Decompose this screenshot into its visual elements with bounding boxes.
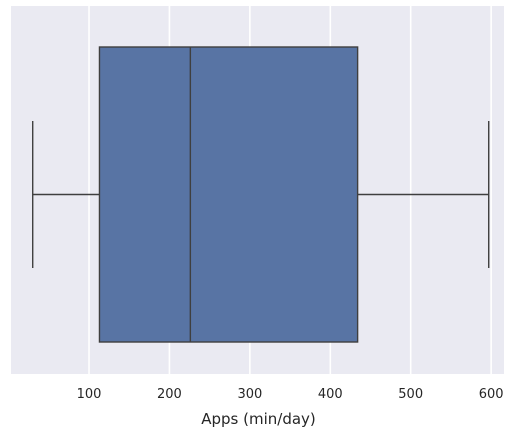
x-tick-label-400: 400 xyxy=(318,387,343,402)
box-group xyxy=(32,46,490,343)
x-tick-labels: 100 200 300 400 500 600 xyxy=(77,387,504,402)
x-tick-label-200: 200 xyxy=(157,387,182,402)
x-tick-label-300: 300 xyxy=(237,387,262,402)
x-tick-label-500: 500 xyxy=(398,387,423,402)
iqr-box xyxy=(98,46,359,343)
x-axis-label: Apps (min/day) xyxy=(201,410,316,428)
x-tick-label-100: 100 xyxy=(77,387,102,402)
x-tick-label-600: 600 xyxy=(479,387,504,402)
